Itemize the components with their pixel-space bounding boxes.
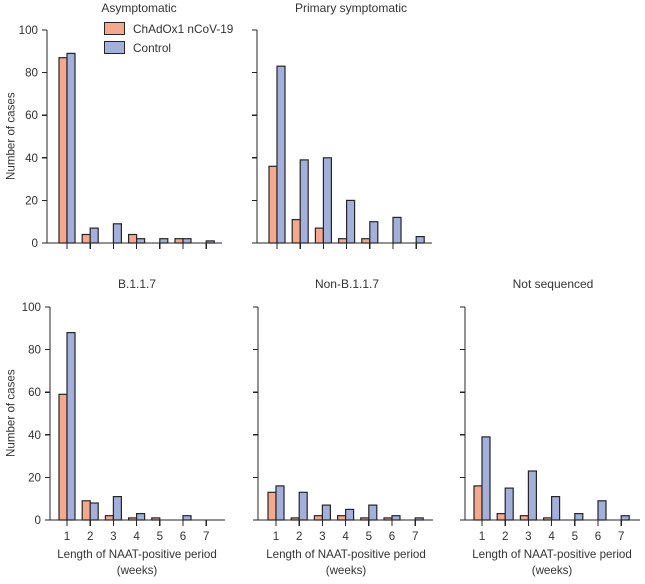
- x-tick-label-panel4-week6: 6: [595, 530, 601, 543]
- bar-panel2-week4-series1: [136, 512, 146, 521]
- y-tick-label-panel0: 20: [25, 194, 38, 207]
- x-axis-label-not-sequenced-line2: (weeks): [531, 564, 573, 577]
- x-tick-label-panel3-week7: 7: [412, 530, 418, 543]
- bar-panel3-week2-series1: [298, 491, 308, 521]
- bar-panel3-week3-series1: [321, 504, 331, 521]
- x-tick-label-panel4-week2: 2: [502, 530, 508, 543]
- x-tick-label-panel3-week5: 5: [366, 530, 372, 543]
- bar-panel1-week4-series1: [346, 199, 356, 244]
- y-tick-label-panel2: 80: [28, 344, 41, 357]
- x-tick-label-panel4-week1: 1: [479, 530, 485, 543]
- x-tick-label-panel2-week6: 6: [180, 530, 186, 543]
- bar-panel0-week2-series0: [81, 233, 91, 244]
- x-axis-label-not-sequenced-line1: Length of NAAT-positive period: [472, 548, 632, 561]
- x-tick-label-panel4-week3: 3: [525, 530, 531, 543]
- legend: ChAdOx1 nCoV-19 Control: [104, 20, 233, 58]
- bar-panel3-week4-series1: [345, 508, 355, 521]
- bar-panel4-week6-series1: [597, 500, 607, 521]
- y-tick-label-panel0: 60: [25, 109, 38, 122]
- y-tick-label-panel2: 40: [28, 429, 41, 442]
- bar-panel2-week1-series1: [66, 332, 76, 521]
- bar-panel1-week3-series0: [314, 227, 324, 244]
- bar-panel2-week3-series1: [112, 496, 123, 521]
- legend-item-control: Control: [104, 39, 233, 56]
- x-tick-label-panel2-week4: 4: [133, 530, 140, 543]
- x-tick-label-panel3-week4: 4: [342, 530, 349, 543]
- panel-title-primary-symptomatic: Primary symptomatic: [294, 1, 407, 15]
- panel-title-asymptomatic: Asymptomatic: [101, 1, 177, 15]
- bar-panel1-week7-series1: [415, 236, 425, 244]
- y-tick-label-panel2: 20: [28, 471, 41, 484]
- bar-panel1-week2-series0: [291, 219, 301, 244]
- x-axis-label-b117-line2: (weeks): [116, 564, 158, 577]
- x-axis-label-non-b117-line2: (weeks): [325, 564, 367, 577]
- bar-panel4-week3-series1: [527, 470, 538, 521]
- x-tick-label-panel4-week4: 4: [548, 530, 555, 543]
- bar-panel1-week1-series1: [276, 65, 286, 244]
- bar-panel1-week5-series1: [369, 221, 379, 244]
- legend-item-chadox1: ChAdOx1 nCoV-19: [104, 20, 233, 37]
- bar-panel3-week5-series1: [368, 504, 378, 521]
- legend-label-control: Control: [133, 40, 172, 55]
- bar-panel0-week1-series1: [66, 52, 76, 244]
- y-tick-label-panel0: 80: [25, 67, 38, 80]
- bar-panel0-week4-series0: [128, 233, 138, 244]
- y-tick-label-panel2: 100: [22, 301, 41, 314]
- y-tick-label-panel0: 40: [25, 152, 38, 165]
- y-tick-label-panel0: 100: [19, 24, 38, 37]
- y-tick-label-panel2: 0: [35, 514, 41, 527]
- y-axis-label-bottom: Number of cases: [4, 369, 18, 458]
- bar-panel0-week3-series1: [112, 223, 123, 244]
- x-tick-label-panel2-week1: 1: [64, 530, 70, 543]
- x-tick-label-panel4-week7: 7: [618, 530, 624, 543]
- bar-panel0-week1-series0: [58, 57, 68, 244]
- x-tick-label-panel2-week2: 2: [87, 530, 93, 543]
- x-tick-label-panel2-week7: 7: [203, 530, 209, 543]
- bar-panel0-week2-series1: [89, 227, 99, 244]
- x-tick-label-panel2-week5: 5: [157, 530, 163, 543]
- x-tick-label-panel3-week6: 6: [389, 530, 395, 543]
- bar-panel4-week2-series1: [504, 487, 514, 521]
- bar-panel4-week1-series0: [473, 485, 483, 521]
- bar-panel3-week1-series1: [275, 485, 285, 521]
- legend-swatch-control-icon: [104, 41, 125, 54]
- bar-panel2-week2-series0: [81, 500, 91, 521]
- bar-panel1-week6-series1: [392, 216, 402, 244]
- y-axis-label-top: Number of cases: [4, 92, 18, 181]
- x-axis-label-non-b117-line1: Length of NAAT-positive period: [266, 548, 426, 561]
- bar-panel4-week2-series0: [496, 512, 506, 521]
- bar-panel4-week5-series1: [574, 512, 584, 521]
- y-tick-label-panel2: 60: [28, 386, 41, 399]
- bar-panel1-week1-series0: [268, 165, 278, 244]
- bar-panel2-week2-series1: [89, 502, 99, 521]
- bar-panel2-week1-series0: [58, 393, 68, 521]
- x-tick-label-panel4-week5: 5: [572, 530, 578, 543]
- bar-panel1-week2-series1: [299, 159, 309, 244]
- legend-swatch-chadox1-icon: [104, 22, 125, 35]
- y-tick-label-panel0: 0: [32, 237, 38, 250]
- bar-panel3-week1-series0: [267, 491, 277, 521]
- x-axis-label-b117-line1: Length of NAAT-positive period: [57, 548, 217, 561]
- x-tick-label-panel3-week1: 1: [273, 530, 279, 543]
- panel-title-b117: B.1.1.7: [117, 277, 157, 291]
- x-tick-label-panel3-week2: 2: [296, 530, 302, 543]
- x-tick-label-panel3-week3: 3: [319, 530, 325, 543]
- bar-panel4-week4-series1: [550, 496, 561, 521]
- bar-panel1-week3-series1: [322, 157, 332, 244]
- panel-title-non-b117: Non-B.1.1.7: [314, 277, 380, 291]
- x-tick-label-panel2-week3: 3: [110, 530, 116, 543]
- panel-title-not-sequenced: Not sequenced: [512, 277, 594, 291]
- bar-panel4-week1-series1: [481, 436, 491, 521]
- legend-label-chadox1: ChAdOx1 nCoV-19: [133, 21, 234, 36]
